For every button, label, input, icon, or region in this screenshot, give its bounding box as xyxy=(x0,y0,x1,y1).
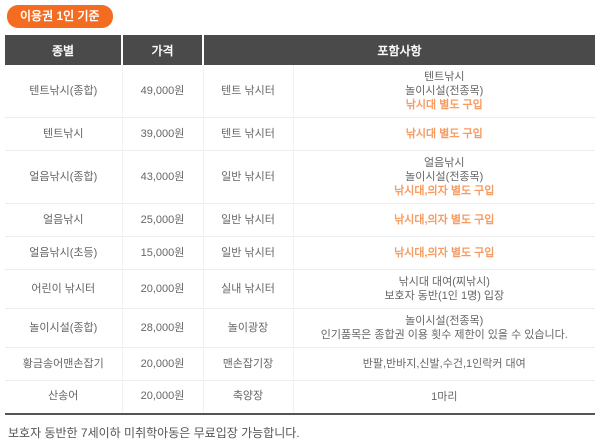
detail-line: 얼음낚시 xyxy=(424,157,465,169)
cell-place: 일반 낚시터 xyxy=(202,150,293,204)
cell-price: 28,000원 xyxy=(121,308,203,348)
cell-type: 산송어 xyxy=(5,380,122,414)
detail-line: 놀이시설(전종목) xyxy=(405,85,484,97)
cell-place: 텐트 낚시터 xyxy=(202,117,293,151)
cell-place: 텐트 낚시터 xyxy=(202,65,293,118)
pricing-table: 종별 가격 포함사항 텐트낚시(종합) 49,000원 텐트 낚시터 텐트낚시 놀이시설… xyxy=(5,35,596,415)
detail-line: 보호자 동반(1인 1명) 입장 xyxy=(384,290,505,302)
cell-type: 얼음낚시 xyxy=(5,203,122,237)
header-type: 종별 xyxy=(5,35,122,65)
cell-price: 49,000원 xyxy=(121,65,203,118)
cell-type: 황금송어맨손잡기 xyxy=(5,347,122,381)
cell-type: 텐트낚시(종합) xyxy=(29,84,98,97)
cell-details: 반팔,반바지,신발,수건,1인락커 대여 xyxy=(292,347,596,381)
detail-highlight: 낚시대,의자 별도 구입 xyxy=(394,247,495,259)
table-row: 텐트낚시 39,000원 텐트 낚시터 낚시대 별도 구입 xyxy=(5,117,596,151)
table-row: 어린이 낚시터 20,000원 실내 낚시터 낚시대 대여(찌낚시) 보호자 동반(1인… xyxy=(5,269,596,309)
cell-details: 놀이시설(전종목) 인기품목은 종합권 이용 횟수 제한이 있을 수 있습니다. xyxy=(292,308,596,348)
detail-highlight: 낚시대 별도 구입 xyxy=(405,99,483,111)
table-body: 텐트낚시(종합) 49,000원 텐트 낚시터 텐트낚시 놀이시설(전종목) 낚시대 별도… xyxy=(5,65,596,414)
table-row: 얼음낚시 25,000원 일반 낚시터 낚시대,의자 별도 구입 xyxy=(5,203,596,237)
cell-type: 놀이시설(종합) xyxy=(5,308,122,348)
detail-line: 놀이시설(전종목) xyxy=(405,315,484,327)
cell-price: 20,000원 xyxy=(121,269,203,309)
detail-line: 반팔,반바지,신발,수건,1인락커 대여 xyxy=(362,358,526,370)
cell-details: 1마리 xyxy=(292,380,596,414)
cell-price: 15,000원 xyxy=(121,236,203,270)
detail-highlight: 낚시대,의자 별도 구입 xyxy=(394,185,495,197)
detail-line: 인기품목은 종합권 이용 횟수 제한이 있을 수 있습니다. xyxy=(320,329,568,341)
cell-details: 낚시대,의자 별도 구입 xyxy=(292,236,596,270)
cell-details: 낚시대,의자 별도 구입 xyxy=(292,203,596,237)
price-basis-badge: 이용권 1인 기준 xyxy=(7,5,113,28)
cell-price: 43,000원 xyxy=(121,150,203,204)
cell-price: 25,000원 xyxy=(121,203,203,237)
table-row: 놀이시설(종합) 28,000원 놀이광장 놀이시설(전종목) 인기품목은 종합권 이용… xyxy=(5,308,596,348)
cell-place: 축양장 xyxy=(202,380,293,414)
detail-line: 텐트낚시 xyxy=(424,71,465,83)
cell-place: 놀이광장 xyxy=(202,308,293,348)
pricing-page: 이용권 1인 기준 종별 가격 포함사항 텐트낚시(종합) 49,000원 텐트 낚… xyxy=(5,5,596,440)
table-row: 얼음낚시(초등) 15,000원 일반 낚시터 낚시대,의자 별도 구입 xyxy=(5,236,596,270)
header-included-items: 포함사항 xyxy=(201,35,596,65)
detail-highlight: 낚시대,의자 별도 구입 xyxy=(394,214,495,226)
cell-place: 맨손잡기장 xyxy=(202,347,293,381)
cell-details: 낚시대 대여(찌낚시) 보호자 동반(1인 1명) 입장 xyxy=(292,269,596,309)
header-price: 가격 xyxy=(121,35,203,65)
table-row: 산송어 20,000원 축양장 1마리 xyxy=(5,380,596,414)
cell-type: 얼음낚시(종합) xyxy=(5,150,122,204)
cell-type: 얼음낚시(초등) xyxy=(5,236,122,270)
detail-line: 낚시대 대여(찌낚시) xyxy=(398,276,490,288)
cell-price: 20,000원 xyxy=(121,380,203,414)
cell-place: 일반 낚시터 xyxy=(202,203,293,237)
cell-place: 실내 낚시터 xyxy=(202,269,293,309)
cell-details: 낚시대 별도 구입 xyxy=(292,117,596,151)
detail-line: 놀이시설(전종목) xyxy=(405,171,484,183)
detail-highlight: 낚시대 별도 구입 xyxy=(405,128,483,140)
table-row: 황금송어맨손잡기 20,000원 맨손잡기장 반팔,반바지,신발,수건,1인락커 대여 xyxy=(5,347,596,381)
cell-type: 어린이 낚시터 xyxy=(5,269,122,309)
table-header-row: 종별 가격 포함사항 xyxy=(5,35,596,65)
cell-type: 텐트낚시 xyxy=(5,117,122,151)
footer-note: 보호자 동반한 7세이하 미취학아동은 무료입장 가능합니다. xyxy=(8,425,300,440)
detail-line: 1마리 xyxy=(431,390,458,403)
cell-price: 20,000원 xyxy=(121,347,203,381)
cell-price: 39,000원 xyxy=(121,117,203,151)
cell-place: 일반 낚시터 xyxy=(202,236,293,270)
